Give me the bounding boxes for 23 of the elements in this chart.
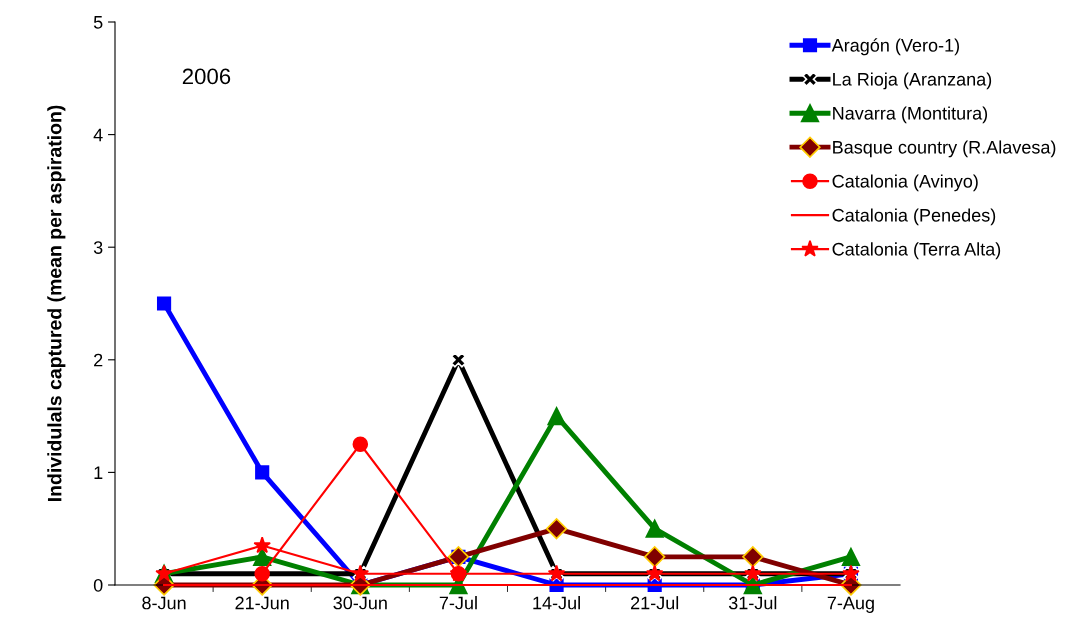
x-tick-label: 31-Jul (728, 596, 777, 610)
x-tick-label: 7-Jul (439, 596, 477, 610)
x-tick-label: 7-Aug (827, 596, 874, 613)
legend-label: Catalonia (Avinyo) (832, 174, 978, 192)
annotation: 2006 (182, 68, 231, 85)
x-tick-label: 14-Jul (533, 596, 580, 610)
x-tick-label: 8-Jun (142, 596, 186, 610)
legend-label: Catalonia (Terra Alta) (832, 242, 1001, 260)
x-tick-label: 30-Jun (333, 596, 387, 610)
x-tick-label: 21-Jun (235, 596, 289, 610)
legend-label: La Rioja (Aranzana) (833, 72, 992, 90)
y-tick-label: 4 (93, 128, 103, 142)
y-tick-label: 5 (93, 16, 103, 29)
legend-label: Aragón (Vero-1) (831, 38, 960, 56)
y-tick-label: 3 (93, 241, 103, 254)
y-tick-label: 1 (94, 466, 103, 479)
y-tick-label: 0 (93, 578, 103, 592)
legend-label: Navarra (Montitura) (833, 106, 988, 124)
x-tick-label: 21-Jul (631, 596, 679, 610)
legend-label: Basque country (R.Alavesa) (833, 140, 1056, 158)
legend-label: Catalonia (Penedes) (832, 208, 996, 226)
y-axis-title: Individulals captured (mean per aspiration) (47, 105, 66, 501)
y-tick-label: 2 (94, 353, 103, 367)
